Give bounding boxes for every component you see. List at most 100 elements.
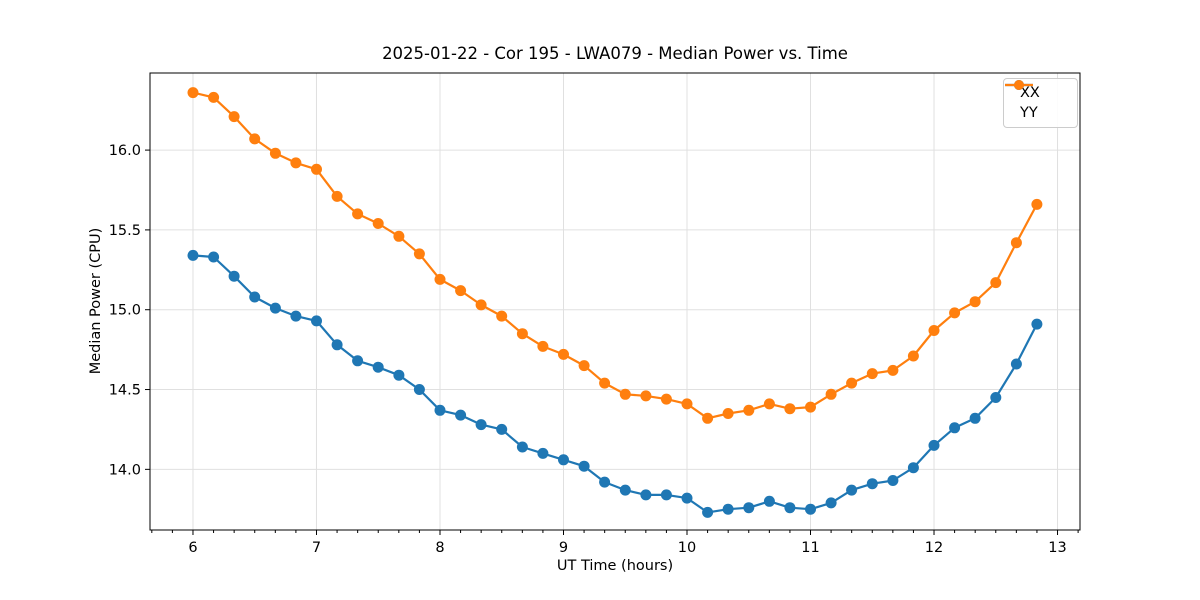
data-point-YY <box>249 133 261 145</box>
legend-marker-YY <box>1005 80 1033 90</box>
data-point-XX <box>866 478 878 490</box>
data-point-XX <box>496 423 508 435</box>
data-point-YY <box>702 412 714 424</box>
legend-label-YY: YY <box>1020 105 1038 121</box>
y-tick-label: 15.0 <box>109 303 141 319</box>
data-point-YY <box>290 157 302 169</box>
data-point-XX <box>187 249 199 261</box>
data-point-YY <box>208 91 220 103</box>
data-point-XX <box>537 447 549 459</box>
data-point-XX <box>702 506 714 518</box>
data-point-XX <box>681 492 693 504</box>
x-axis-label: UT Time (hours) <box>556 558 674 574</box>
data-point-XX <box>887 475 899 486</box>
data-point-YY <box>949 307 961 319</box>
data-point-XX <box>311 315 322 327</box>
data-point-YY <box>269 147 281 159</box>
x-tick-label: 11 <box>801 540 819 556</box>
data-point-YY <box>496 310 508 322</box>
data-point-XX <box>331 339 343 351</box>
data-point-XX <box>990 392 1002 403</box>
x-tick-label: 8 <box>435 540 444 556</box>
data-point-XX <box>434 404 446 416</box>
data-point-YY <box>413 248 425 260</box>
x-tick-label: 10 <box>678 540 696 556</box>
data-point-YY <box>887 364 899 376</box>
series-line-XX <box>192 254 1038 514</box>
x-tick-label: 7 <box>312 540 321 556</box>
data-point-XX <box>599 476 611 488</box>
data-point-YY <box>516 328 528 340</box>
data-point-YY <box>352 208 364 220</box>
data-point-XX <box>640 489 652 501</box>
data-point-YY <box>825 388 837 400</box>
data-point-XX <box>413 384 425 395</box>
data-point-XX <box>846 484 858 496</box>
data-point-YY <box>805 401 816 413</box>
y-tick-label: 16.0 <box>109 143 141 159</box>
data-point-YY <box>681 398 693 410</box>
y-tick-label: 14.0 <box>109 462 141 478</box>
data-point-YY <box>434 273 446 285</box>
data-point-YY <box>311 163 322 175</box>
data-point-YY <box>475 299 487 311</box>
data-point-YY <box>1031 198 1043 210</box>
x-tick-label: 13 <box>1048 540 1066 556</box>
data-point-YY <box>990 277 1002 289</box>
data-point-XX <box>907 462 919 474</box>
data-point-XX <box>928 439 940 451</box>
data-point-YY <box>660 393 672 405</box>
data-point-YY <box>619 388 631 400</box>
data-point-YY <box>537 340 549 352</box>
data-point-YY <box>331 190 343 202</box>
data-point-XX <box>784 502 796 514</box>
data-point-YY <box>763 398 775 410</box>
chart-title: 2025-01-22 - Cor 195 - LWA079 - Median P… <box>382 44 848 63</box>
data-point-XX <box>208 251 220 263</box>
data-point-YY <box>228 111 240 123</box>
data-point-XX <box>269 302 281 314</box>
data-point-XX <box>290 310 302 322</box>
data-point-XX <box>393 369 405 381</box>
data-point-XX <box>455 409 467 421</box>
axes-spines <box>149 72 1081 531</box>
x-tick-label: 9 <box>559 540 568 556</box>
legend: XX YY <box>1003 78 1078 128</box>
data-point-YY <box>969 296 981 308</box>
data-point-YY <box>372 218 384 229</box>
data-point-YY <box>743 404 755 416</box>
y-tick-label: 14.5 <box>109 383 141 399</box>
data-point-XX <box>660 489 672 501</box>
data-point-YY <box>578 360 590 372</box>
data-point-XX <box>949 422 961 434</box>
data-point-XX <box>516 441 528 453</box>
data-point-YY <box>866 368 878 380</box>
data-point-XX <box>249 291 261 303</box>
data-point-XX <box>475 419 487 431</box>
data-point-YY <box>784 403 796 415</box>
data-point-XX <box>352 355 364 367</box>
data-point-XX <box>722 503 734 515</box>
data-point-XX <box>1031 318 1043 330</box>
data-point-YY <box>722 408 734 419</box>
data-point-YY <box>558 348 569 360</box>
data-point-YY <box>640 390 652 402</box>
data-point-XX <box>372 361 384 373</box>
data-point-YY <box>928 325 940 336</box>
data-point-XX <box>825 497 837 509</box>
data-point-XX <box>805 503 816 515</box>
x-tick-label: 12 <box>925 540 943 556</box>
data-point-YY <box>846 377 858 389</box>
data-point-YY <box>187 87 199 99</box>
data-point-YY <box>599 377 611 389</box>
data-point-XX <box>619 484 631 496</box>
data-point-YY <box>907 350 919 362</box>
legend-label-XX: XX <box>1020 85 1040 101</box>
x-tick-label: 6 <box>188 540 197 556</box>
data-point-XX <box>763 495 775 507</box>
data-point-XX <box>969 412 981 424</box>
data-point-XX <box>558 454 569 466</box>
data-point-YY <box>455 285 467 297</box>
